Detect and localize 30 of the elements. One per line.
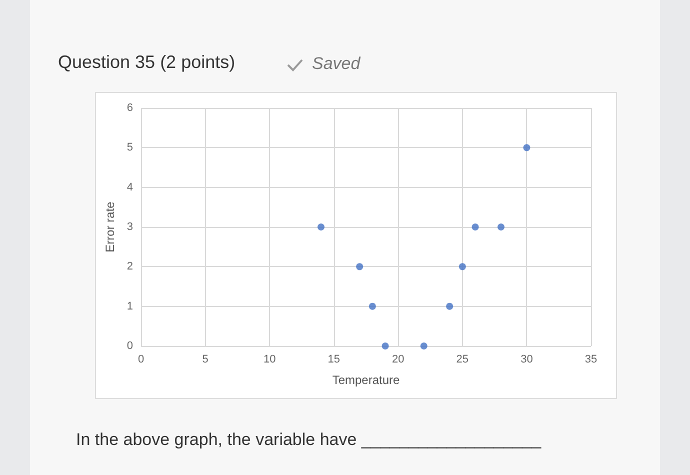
point	[446, 302, 454, 310]
y-tick-label: 4	[126, 181, 134, 194]
y-tick-label: 5	[126, 142, 134, 154]
x-tick-label: 10	[263, 354, 276, 366]
y-tick-label: 2	[126, 260, 134, 273]
point	[458, 263, 466, 270]
x-tick-label: 20	[392, 354, 404, 366]
x-tick-label: 35	[584, 354, 598, 366]
x-tick-label: 30	[520, 354, 533, 366]
y-tick-label: 1	[126, 300, 134, 312]
point	[356, 263, 364, 270]
text: Question 35 (2 points)	[58, 52, 236, 73]
x-axis-title: Temperature	[332, 373, 400, 387]
y-axis-title: Error rate	[103, 201, 117, 252]
text: Saved	[312, 54, 360, 74]
x-tick-label: 0	[138, 354, 144, 366]
text: In the above graph, the variable have ___________________	[76, 430, 542, 450]
point	[498, 224, 505, 230]
y-tick-label: 3	[126, 221, 134, 233]
point	[523, 144, 530, 152]
point	[420, 342, 428, 350]
x-tick-label: 25	[456, 354, 469, 366]
point	[472, 224, 479, 230]
x-tick-label: 15	[328, 354, 340, 366]
x-tick-label: 5	[202, 354, 208, 366]
point	[318, 224, 325, 230]
y-tick-label: 0	[126, 340, 134, 352]
point	[382, 342, 389, 350]
point	[368, 302, 376, 310]
y-tick-label: 6	[126, 102, 134, 114]
